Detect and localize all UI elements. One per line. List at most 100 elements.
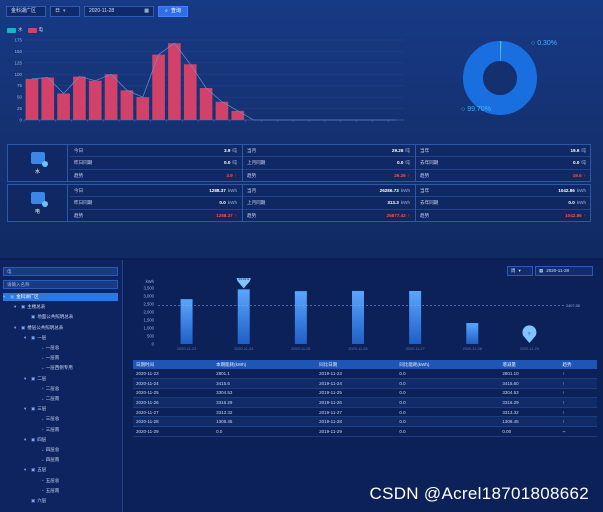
caret-down-icon[interactable]: ▾ [24, 334, 27, 340]
column-header[interactable]: 同比日期 [316, 360, 397, 369]
tree-node[interactable]: ◔ 一层西侧专用 [34, 364, 73, 372]
column-header[interactable]: 本期能耗(kWh) [213, 360, 317, 369]
hour-bar[interactable] [199, 88, 213, 120]
trend-up-icon: ↑ [583, 173, 586, 179]
caret-down-icon[interactable]: ▾ [24, 406, 27, 412]
tree-node[interactable]: ◔ 二层总 [34, 385, 59, 393]
table-row[interactable]: 2020-11-28 1308.45 2019-11-28 0.0 1308.45 ↑ [133, 416, 597, 428]
x-tick-label: 2020-11-29 [520, 347, 539, 351]
caret-down-icon[interactable]: ▾ [24, 467, 27, 473]
energy-table: 日期时间 本期能耗(kWh) 同比日期 同比能耗(kWh) 增减量 趋势 2020-11-… [133, 360, 597, 437]
trend-cell: ↑ [559, 397, 597, 408]
hour-bar[interactable] [152, 54, 165, 120]
y-axis-unit: kWh [146, 279, 155, 284]
stat-value: 26286.73 [379, 188, 399, 194]
trend-cell: ↑ [559, 407, 597, 418]
stat-value-group: 0.0 吨 [397, 160, 410, 166]
tree-node-label: 三层 [37, 406, 47, 412]
area-select[interactable]: 金科湖广区 [6, 6, 46, 17]
donut-small-slice [463, 41, 537, 115]
stat-icon-cell: 电 [8, 185, 68, 221]
hour-bar[interactable] [183, 64, 197, 120]
legend-item-water[interactable]: 水 [7, 27, 23, 33]
legend-label-power: 电 [38, 27, 44, 32]
period-select[interactable]: 日 ▾ [50, 6, 80, 17]
day-bar[interactable] [180, 299, 193, 344]
table-row[interactable]: 2020-11-27 3313.32 2019-11-27 0.0 3313.32 ↑ [133, 407, 597, 418]
hour-bar[interactable] [73, 76, 86, 120]
tree-node[interactable]: ▾ ▣ 一层 [24, 334, 46, 342]
tree-node[interactable]: ◔ 二层南 [34, 395, 59, 403]
day-bar[interactable] [237, 289, 250, 344]
tree-node[interactable]: ▣ 地面公共照明总表 [24, 313, 73, 321]
tree-node-label: 一层 [37, 334, 47, 340]
tree-node[interactable]: ◔ 五层总 [34, 477, 59, 485]
stat-value-group: 0.0 kWh [568, 200, 586, 205]
date-picker[interactable]: 2020-11-28 ▦ [84, 6, 154, 17]
tree-node[interactable]: ▾ ▣ 金科湖广区 [3, 293, 118, 301]
hour-bar[interactable] [168, 43, 181, 121]
tree-node[interactable]: ◔ 五层南 [34, 487, 59, 495]
stat-unit: kWh [400, 188, 410, 194]
table-row[interactable]: 2020-11-26 3316.29 2019-11-26 0.0 3316.29 ↑ [133, 397, 597, 408]
day-bar[interactable] [409, 290, 422, 344]
caret-down-icon[interactable]: ▾ [14, 304, 17, 310]
hour-bar[interactable] [104, 74, 118, 120]
stat-value: 19.6 [570, 147, 580, 153]
x-tick-label: 2020-11-24 [234, 347, 253, 351]
column-header[interactable]: 趋势 [559, 360, 597, 369]
hour-bar[interactable] [88, 80, 102, 120]
daily-date-picker[interactable]: ▦ 2020-11-28 [535, 266, 593, 276]
daily-date-value: 2020-11-28 [546, 268, 569, 273]
hour-bar[interactable] [25, 78, 39, 120]
table-row[interactable]: 2020-11-24 3415.6 2019-11-24 0.0 3415.60 ↑ [133, 378, 597, 389]
caret-down-icon[interactable]: ▾ [24, 375, 27, 381]
tree-node[interactable]: ◔ 一层南 [34, 354, 59, 362]
table-row[interactable]: 2020-11-23 2801.1 2019-11-23 0.0 2801.10 ↑ [133, 369, 597, 380]
day-bar[interactable] [466, 323, 479, 344]
tree-search-input[interactable]: 请输入名称 [3, 280, 118, 289]
day-bar[interactable] [352, 290, 364, 344]
tree-node[interactable]: ◔ 四层南 [34, 456, 59, 464]
tree-node[interactable]: ◔ 三层总 [34, 415, 59, 423]
tree-node[interactable]: ◔ 三层南 [34, 426, 59, 434]
legend-item-power[interactable]: 电 [27, 27, 44, 33]
hour-bar[interactable] [120, 90, 134, 120]
column-header[interactable]: 增减量 [499, 360, 560, 369]
y-tick-label: 500 [147, 334, 155, 339]
query-button[interactable]: ⌕ 查询 [158, 6, 188, 17]
column-header[interactable]: 日期时间 [133, 360, 214, 369]
hour-bar[interactable] [41, 77, 55, 120]
tree-node[interactable]: ▾ ▣ 楼层公共照明总表 [14, 324, 63, 332]
tree-node[interactable]: ▾ ▣ 主楼总表 [14, 303, 45, 311]
energy-type-select[interactable]: 电 [3, 267, 118, 276]
day-bar[interactable] [294, 291, 307, 344]
tree-node[interactable]: ▾ ▣ 二层 [24, 375, 46, 383]
hour-bar[interactable] [231, 110, 245, 120]
meter-node-icon: ◔ [41, 478, 44, 484]
caret-down-icon[interactable]: ▾ [3, 294, 6, 299]
tree-node[interactable]: ◔ 一层总 [34, 344, 59, 352]
tree-node[interactable]: ▾ ▣ 五层 [24, 466, 46, 474]
hour-bar[interactable] [136, 97, 150, 120]
table-cell: 1308.45 [213, 416, 317, 428]
caret-down-icon[interactable]: ▾ [14, 324, 17, 330]
tree-node[interactable]: ▣ 六层 [24, 497, 46, 505]
tree-node-label: 二层总 [45, 385, 60, 391]
hour-bar[interactable] [57, 93, 70, 120]
stat-row: 趋势 1042.86 ↑ [416, 210, 591, 222]
column-header[interactable]: 同比能耗(kWh) [396, 360, 500, 369]
tree-node-label: 一层西侧专用 [45, 365, 73, 371]
daily-energy-panel: 周 ▾ ▦ 2020-11-28 kWh 3,500 3,000 2,500 2,000… [124, 260, 603, 512]
table-row[interactable]: 2020-11-25 3304.53 2019-11-25 0.0 3304.53 ↑ [133, 388, 597, 399]
stat-label: 趋势 [74, 212, 84, 218]
trend-up-icon: ↑ [583, 213, 586, 219]
hour-bar[interactable] [215, 101, 229, 120]
tree-node[interactable]: ▾ ▣ 四层 [24, 436, 46, 444]
tree-node[interactable]: ▾ ▣ 三层 [24, 405, 46, 413]
table-row[interactable]: 2020-11-29 0.0 2019-11-29 0.0 0.00 -- [133, 426, 597, 437]
tree-node[interactable]: ◔ 四层总 [34, 446, 59, 454]
stat-row: 趋势 19.6 ↑ [416, 170, 591, 182]
caret-down-icon[interactable]: ▾ [24, 436, 27, 442]
daily-period-select[interactable]: 周 ▾ [507, 266, 533, 276]
